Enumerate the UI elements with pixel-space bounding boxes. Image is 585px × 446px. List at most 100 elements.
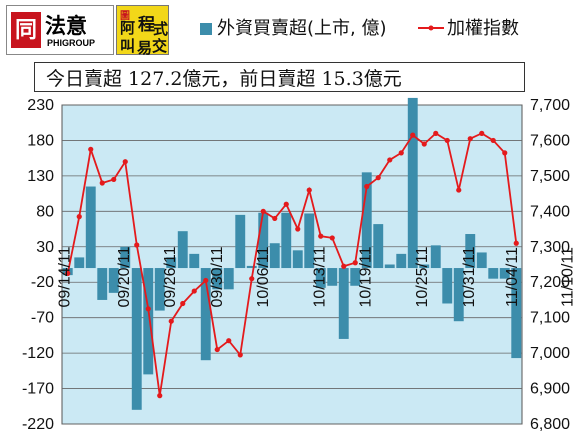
bar — [327, 268, 338, 286]
legend-swatch-bar — [200, 23, 212, 35]
bar — [212, 268, 223, 290]
x-tick-label: 10/25/11 — [414, 246, 431, 307]
line-point — [157, 393, 163, 399]
line-point — [341, 263, 347, 269]
y-left-tick-label: -220 — [22, 416, 54, 433]
line-point — [375, 175, 381, 181]
bar — [442, 268, 453, 304]
bar — [292, 250, 303, 269]
y-left-tick-label: 130 — [27, 168, 54, 185]
bar — [143, 268, 154, 375]
bar — [189, 253, 200, 269]
x-tick-label: 10/06/11 — [255, 246, 272, 307]
bar — [223, 268, 234, 290]
y-left-tick-label: 180 — [27, 132, 54, 149]
bar — [200, 268, 211, 361]
y-left-tick-label: -170 — [22, 381, 54, 398]
line-series — [65, 130, 519, 399]
legend-label-line: 加權指數 — [447, 18, 519, 39]
line-point — [76, 214, 82, 220]
line-point — [329, 235, 335, 241]
bar — [430, 245, 441, 269]
program-trading-logo-char: 式 — [153, 20, 169, 38]
line-point — [421, 141, 427, 147]
y-right-tick-label: 7,200 — [530, 274, 570, 291]
line-point — [65, 270, 71, 276]
x-tick-label: 10/19/11 — [357, 246, 374, 307]
bar — [465, 234, 476, 269]
program-trading-logo-char: 阿 — [120, 19, 136, 37]
line-point — [145, 306, 151, 312]
x-tick-label: 09/20/11 — [116, 246, 133, 307]
bar — [304, 213, 315, 269]
bar — [453, 268, 464, 322]
y-left-tick-label: 230 — [27, 97, 54, 114]
line-point — [203, 277, 209, 284]
index-line — [66, 132, 518, 396]
line-point — [111, 176, 117, 183]
bar — [258, 212, 269, 269]
x-tick-label: 10/13/11 — [311, 246, 328, 307]
line-point — [122, 159, 128, 165]
line-point — [398, 150, 404, 156]
legend-swatch-line — [418, 25, 444, 31]
legend-item-line: 加權指數 — [418, 14, 519, 40]
line-point — [283, 201, 289, 207]
y-left-tick-label: 30 — [36, 239, 54, 256]
bar — [120, 246, 131, 269]
bar — [338, 268, 349, 339]
line-point — [180, 300, 186, 307]
bar — [166, 257, 177, 269]
line-point — [318, 233, 324, 239]
program-trading-logo-char: 叫 — [120, 37, 136, 55]
bar — [476, 252, 487, 269]
line-point — [444, 137, 450, 144]
line-point — [214, 346, 220, 353]
line-point — [410, 132, 416, 138]
legend-item-bars: 外資買賣超(上市, 億) — [200, 14, 387, 40]
phigroup-logo-name: 法意 — [45, 14, 87, 38]
line-point — [490, 137, 496, 144]
program-trading-logo-char: 交 — [152, 37, 168, 55]
line-point — [272, 215, 278, 222]
line-point — [295, 226, 301, 232]
y-left-tick-label: -120 — [22, 345, 54, 362]
line-point — [467, 136, 473, 142]
bar — [97, 268, 108, 300]
bar — [384, 264, 395, 269]
program-trading-logo: 圖 阿 程 式 叫 易 交 — [116, 5, 169, 57]
y-right-tick-label: 7,600 — [530, 132, 570, 149]
y-axis-left: 230 180 130 80 30 -20 -70 -120 -170 -220 — [22, 97, 54, 433]
headline-text: 今日賣超 127.2億元，前日賣超 15.3億元 — [46, 68, 402, 90]
y-right-tick-label: 7,500 — [530, 168, 570, 185]
legend-label-bars: 外資買賣超(上市, 億) — [217, 18, 387, 39]
headline-box: 今日賣超 127.2億元，前日賣超 15.3億元 — [34, 62, 525, 92]
line-point — [364, 183, 370, 190]
bar — [131, 268, 142, 410]
x-tick-label: 09/26/11 — [162, 246, 179, 307]
phigroup-logo-mark: 同 — [11, 12, 41, 48]
y-left-tick-label: -70 — [31, 310, 54, 327]
bar-series — [62, 97, 522, 410]
line-point — [191, 288, 197, 294]
x-tick-label: 10/31/11 — [461, 246, 478, 307]
bar — [315, 268, 326, 288]
line-point — [479, 130, 485, 136]
phigroup-logo: 同 法意 PHIGROUP — [6, 5, 114, 55]
line-point — [387, 157, 393, 163]
program-trading-logo-mark: 圖 — [120, 11, 130, 22]
line-point — [88, 146, 94, 152]
bar — [177, 231, 188, 269]
y-right-tick-label: 7,400 — [530, 203, 570, 220]
line-point — [433, 130, 439, 136]
y-right-tick-label: 7,100 — [530, 310, 570, 327]
program-trading-logo-char: 易 — [137, 39, 153, 57]
y-right-tick-label: 7,300 — [530, 239, 570, 256]
line-point — [249, 276, 255, 282]
y-left-tick-label: -20 — [31, 274, 54, 291]
y-left-tick-label: 80 — [36, 203, 54, 220]
line-point — [260, 208, 266, 214]
line-point — [513, 240, 519, 246]
y-right-tick-label: 6,900 — [530, 381, 570, 398]
